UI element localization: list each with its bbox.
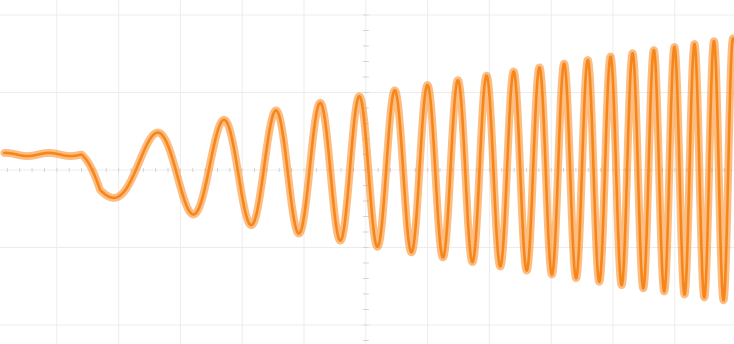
signal-traces [0, 34, 734, 305]
signal-trace [2, 37, 734, 302]
